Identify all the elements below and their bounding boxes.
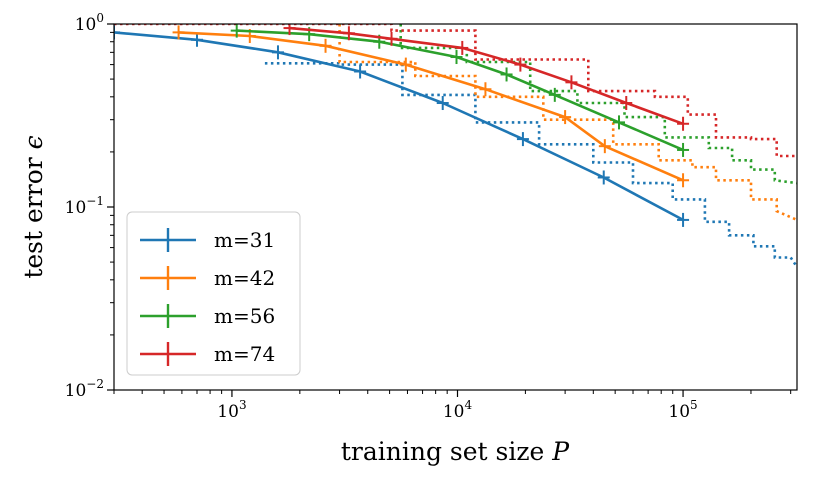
series-4-marker [565, 75, 578, 90]
series-4-marker [283, 24, 296, 36]
series-1-marker [354, 64, 367, 79]
series-2-marker [172, 25, 185, 40]
series-3-marker [230, 24, 243, 38]
legend-label: m=56 [214, 304, 275, 328]
series-4-marker [456, 40, 469, 55]
series-3-marker [548, 87, 561, 102]
legend-label: m=31 [214, 228, 275, 252]
series-1-marker [191, 32, 204, 47]
x-axis-label-text: training set size [341, 437, 552, 466]
series-2-marker [677, 173, 690, 188]
legend-label: m=74 [214, 342, 275, 366]
y-tick-label: 10−1 [65, 194, 104, 218]
series-1-marker [271, 45, 284, 60]
series-4-dotted-curve [114, 24, 797, 158]
x-tick-label: 103 [217, 398, 246, 422]
series-2-marker [319, 38, 332, 53]
x-axis-label: training set size P [341, 437, 570, 466]
x-axis-label-var: P [551, 437, 570, 466]
legend-entry: m=56 [140, 304, 275, 328]
y-axis-label-text: test error [19, 149, 48, 278]
series-1-marker [516, 132, 529, 147]
series-4-marker [514, 57, 527, 72]
legend-entry: m=31 [140, 228, 275, 252]
series-4-solid-line [289, 26, 684, 126]
series-1-solid-line [114, 31, 684, 222]
series-3-marker [450, 50, 463, 65]
series-4-marker [385, 31, 398, 46]
plot-content [114, 24, 797, 268]
series-3-marker [613, 115, 626, 130]
legend-label: m=42 [214, 266, 275, 290]
axes: 103 104 105 100 10−1 10−2 [65, 11, 792, 422]
series-2-marker [598, 139, 611, 154]
y-axis-label-var: ϵ [19, 135, 48, 149]
y-tick-label: 10−2 [65, 377, 104, 401]
series-3-marker [677, 142, 690, 157]
x-tick-label: 104 [443, 398, 473, 422]
series-1-marker [677, 212, 690, 227]
legend: m=31 m=42 m=56 m=74 [126, 211, 301, 376]
series-2-dotted-curve [338, 24, 797, 222]
series-4-marker [620, 96, 633, 111]
x-tick-label: 105 [668, 398, 697, 422]
series-1-marker [114, 25, 120, 40]
legend-entry: m=74 [140, 342, 275, 366]
series-3-marker [500, 67, 513, 82]
series-3-dotted-curve [399, 24, 797, 185]
series-4-marker [677, 116, 690, 131]
series-1-marker [597, 170, 610, 185]
y-axis-label: test error ϵ [19, 135, 48, 278]
series-1-dotted-curve [264, 62, 797, 268]
legend-entry: m=42 [140, 266, 275, 290]
y-tick-label: 100 [75, 11, 104, 35]
series-2-marker [479, 82, 492, 97]
series-2-marker [559, 110, 572, 125]
series-3-solid-line [236, 29, 684, 152]
series-1-marker [436, 96, 449, 111]
legend-box [126, 211, 301, 376]
series-2-solid-line [178, 31, 684, 182]
series-2-marker [399, 57, 412, 72]
series-4-marker [342, 26, 355, 41]
